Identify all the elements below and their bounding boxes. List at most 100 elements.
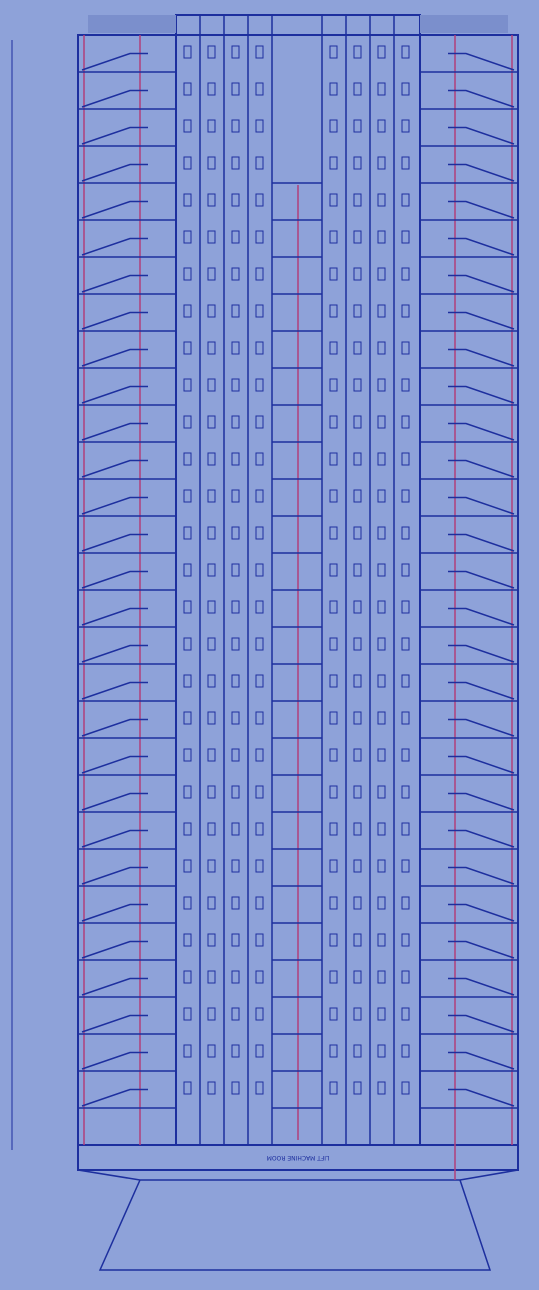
lift-door: [207, 785, 216, 799]
lift-door: [207, 415, 216, 429]
lift-door: [401, 1081, 410, 1095]
stair: [448, 718, 515, 737]
lift-door: [255, 600, 264, 614]
podium: [77, 1169, 519, 1271]
stair: [81, 829, 148, 848]
lift-door: [353, 119, 362, 133]
lift-door: [207, 304, 216, 318]
lift-door: [255, 1081, 264, 1095]
lift-door: [183, 711, 192, 725]
lift-door: [401, 526, 410, 540]
lift-door: [231, 526, 240, 540]
stair: [448, 681, 515, 700]
lift-door: [207, 933, 216, 947]
lift-door: [183, 600, 192, 614]
lift-door: [329, 748, 338, 762]
lift-door: [207, 378, 216, 392]
lift-door: [231, 267, 240, 281]
stair: [448, 237, 515, 256]
lift-door: [255, 193, 264, 207]
stair: [448, 1088, 515, 1107]
lift-door: [231, 1007, 240, 1021]
stair: [81, 903, 148, 922]
lift-door: [329, 452, 338, 466]
lift-door: [377, 600, 386, 614]
lift-door: [353, 452, 362, 466]
lift-door: [353, 822, 362, 836]
stair: [81, 459, 148, 478]
lift-door: [353, 156, 362, 170]
lift-door: [207, 859, 216, 873]
lift-door: [353, 711, 362, 725]
lift-door: [329, 637, 338, 651]
lift-door: [353, 45, 362, 59]
stair: [81, 496, 148, 515]
lift-door: [329, 45, 338, 59]
lift-door: [353, 415, 362, 429]
stair: [448, 89, 515, 108]
lift-door: [377, 1007, 386, 1021]
lift-door: [183, 341, 192, 355]
lift-door: [207, 1044, 216, 1058]
lift-door: [231, 304, 240, 318]
lift-door: [329, 1007, 338, 1021]
lift-door: [183, 304, 192, 318]
stair: [448, 533, 515, 552]
lift-door: [183, 637, 192, 651]
lift-door: [207, 1081, 216, 1095]
lift-door: [329, 230, 338, 244]
lift-door: [255, 230, 264, 244]
lift-door: [255, 415, 264, 429]
lift-door: [183, 193, 192, 207]
lift-door: [377, 526, 386, 540]
lift-door: [207, 748, 216, 762]
stair: [448, 977, 515, 996]
lift-door: [353, 526, 362, 540]
stair: [448, 422, 515, 441]
lift-door: [183, 119, 192, 133]
stair: [448, 348, 515, 367]
lift-door: [353, 230, 362, 244]
lift-door: [329, 82, 338, 96]
lift-door: [207, 526, 216, 540]
stair: [81, 718, 148, 737]
lift-door: [329, 711, 338, 725]
lift-door: [353, 933, 362, 947]
lift-door: [353, 859, 362, 873]
lift-door: [183, 674, 192, 688]
lift-door: [353, 785, 362, 799]
lift-door: [255, 119, 264, 133]
lift-door: [329, 563, 338, 577]
lift-door: [183, 230, 192, 244]
lift-door: [377, 711, 386, 725]
lift-door: [329, 193, 338, 207]
stair: [448, 126, 515, 145]
stair: [81, 977, 148, 996]
lift-door: [377, 822, 386, 836]
lift-door: [401, 119, 410, 133]
lift-door: [353, 82, 362, 96]
stair: [448, 866, 515, 885]
lift-door: [183, 415, 192, 429]
lift-door: [231, 1081, 240, 1095]
stair: [81, 237, 148, 256]
lift-door: [255, 378, 264, 392]
lift-door: [207, 1007, 216, 1021]
lift-door: [255, 822, 264, 836]
lift-door: [353, 1081, 362, 1095]
stair: [448, 607, 515, 626]
lift-door: [255, 267, 264, 281]
roof-hatch: [88, 15, 176, 33]
lift-door: [255, 711, 264, 725]
lift-door: [183, 785, 192, 799]
stair: [81, 348, 148, 367]
lift-door: [377, 452, 386, 466]
lift-door: [377, 970, 386, 984]
lift-door: [183, 489, 192, 503]
lift-door: [231, 1044, 240, 1058]
lift-door: [231, 859, 240, 873]
lift-door: [207, 267, 216, 281]
lift-door: [207, 970, 216, 984]
lift-door: [377, 1044, 386, 1058]
lift-door: [401, 859, 410, 873]
